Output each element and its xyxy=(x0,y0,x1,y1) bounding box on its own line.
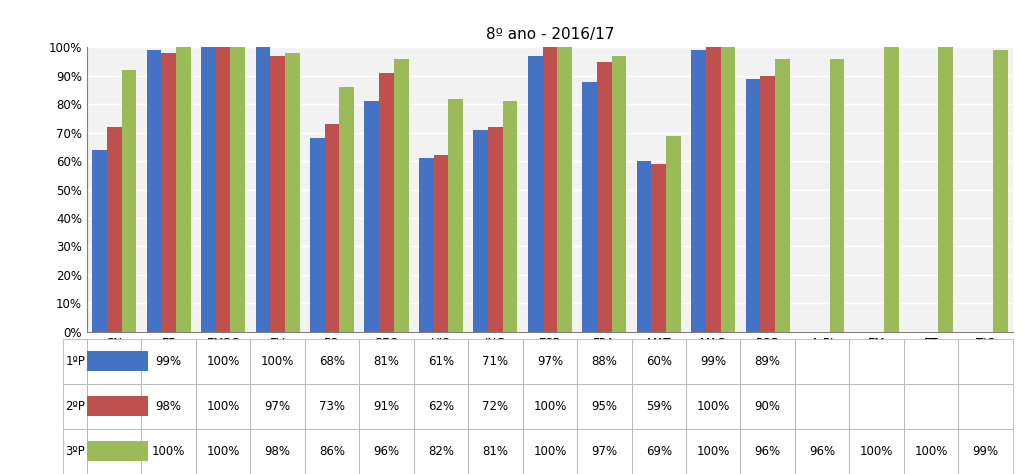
Bar xyxy=(597,62,612,332)
Bar xyxy=(64,396,147,416)
Bar xyxy=(256,47,270,332)
Bar xyxy=(884,47,898,332)
Bar xyxy=(582,82,597,332)
Bar xyxy=(636,161,652,332)
Bar xyxy=(720,47,736,332)
Bar xyxy=(324,124,340,332)
Bar xyxy=(92,150,106,332)
Bar xyxy=(488,127,502,332)
Bar xyxy=(775,59,790,332)
Bar xyxy=(666,136,681,332)
Title: 8º ano - 2016/17: 8º ano - 2016/17 xyxy=(486,27,614,42)
Bar xyxy=(394,59,408,332)
Bar xyxy=(202,47,216,332)
Bar xyxy=(418,158,434,332)
Bar xyxy=(176,47,190,332)
Bar xyxy=(706,47,720,332)
Bar xyxy=(448,99,463,332)
Bar xyxy=(474,130,488,332)
Bar xyxy=(612,56,626,332)
Bar xyxy=(230,47,246,332)
Bar xyxy=(502,101,518,332)
Bar xyxy=(146,50,162,332)
Bar xyxy=(64,351,147,371)
Bar xyxy=(364,101,380,332)
Bar xyxy=(993,50,1008,332)
Bar xyxy=(692,50,706,332)
Bar xyxy=(938,47,953,332)
Bar xyxy=(528,56,542,332)
Bar xyxy=(830,59,844,332)
Bar xyxy=(652,164,666,332)
Bar xyxy=(106,127,122,332)
Bar xyxy=(270,56,285,332)
Bar xyxy=(380,73,394,332)
Bar xyxy=(542,47,558,332)
Bar xyxy=(340,87,354,332)
Bar xyxy=(162,53,176,332)
Bar xyxy=(216,47,230,332)
Bar xyxy=(434,155,448,332)
Bar xyxy=(122,70,136,332)
Bar xyxy=(64,441,147,461)
Bar xyxy=(310,138,324,332)
Bar xyxy=(746,79,760,332)
Bar xyxy=(285,53,300,332)
Bar xyxy=(760,76,775,332)
Bar xyxy=(558,47,572,332)
